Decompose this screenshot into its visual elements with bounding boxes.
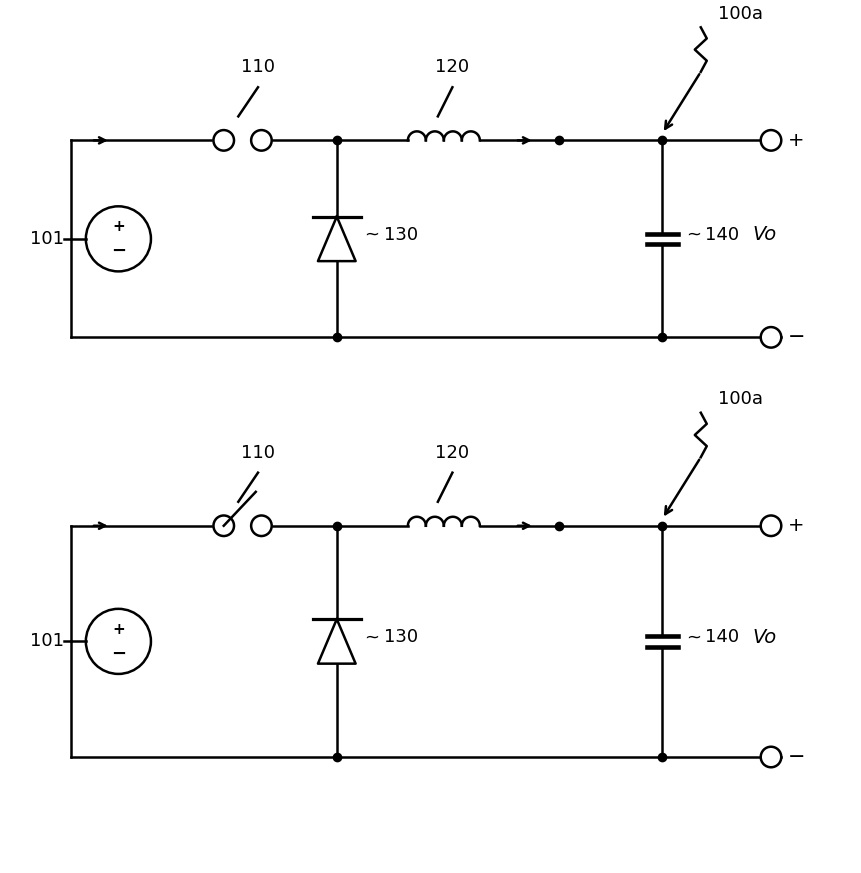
Text: 110: 110 bbox=[241, 58, 275, 76]
Text: 130: 130 bbox=[383, 225, 418, 244]
Circle shape bbox=[251, 130, 271, 151]
Text: 100a: 100a bbox=[717, 5, 762, 23]
Text: ~: ~ bbox=[685, 628, 700, 646]
Text: −: − bbox=[111, 645, 126, 663]
Text: 120: 120 bbox=[435, 58, 469, 76]
Text: −: − bbox=[787, 747, 805, 767]
Text: +: + bbox=[112, 219, 125, 234]
Text: −: − bbox=[111, 242, 126, 260]
Circle shape bbox=[214, 515, 233, 536]
Text: 120: 120 bbox=[435, 443, 469, 462]
Text: ~: ~ bbox=[364, 225, 379, 244]
Circle shape bbox=[760, 746, 780, 767]
Polygon shape bbox=[318, 619, 356, 663]
Text: ~: ~ bbox=[364, 628, 379, 646]
Text: 140: 140 bbox=[704, 225, 739, 244]
Text: Vo: Vo bbox=[752, 225, 776, 244]
Text: 110: 110 bbox=[241, 443, 275, 462]
Circle shape bbox=[760, 130, 780, 151]
Text: ~: ~ bbox=[685, 225, 700, 244]
Text: 101: 101 bbox=[30, 230, 65, 248]
Text: +: + bbox=[112, 622, 125, 636]
Text: −: − bbox=[787, 327, 805, 347]
Text: 130: 130 bbox=[383, 628, 418, 646]
Circle shape bbox=[251, 515, 271, 536]
Circle shape bbox=[760, 327, 780, 347]
Text: 140: 140 bbox=[704, 628, 739, 646]
Circle shape bbox=[760, 515, 780, 536]
Text: +: + bbox=[787, 516, 803, 535]
Polygon shape bbox=[318, 217, 356, 261]
Text: +: + bbox=[787, 131, 803, 150]
Text: 101: 101 bbox=[30, 632, 65, 650]
Circle shape bbox=[214, 130, 233, 151]
Text: Vo: Vo bbox=[752, 628, 776, 647]
Text: 100a: 100a bbox=[717, 390, 762, 409]
